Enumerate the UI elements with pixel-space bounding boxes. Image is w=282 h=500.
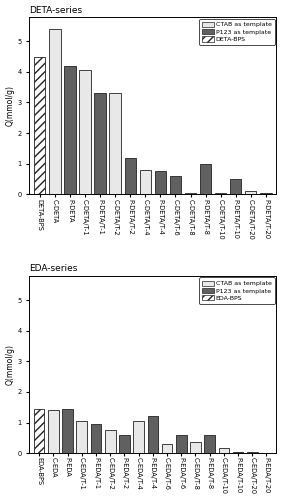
Bar [105,430,116,453]
Text: EDA-series: EDA-series [29,264,78,274]
Text: DETA-series: DETA-series [29,6,82,15]
Bar [64,66,76,194]
Bar [140,170,151,194]
Bar [245,192,256,194]
Bar [91,424,101,453]
Bar [48,410,59,453]
Bar [125,158,136,194]
Bar [190,442,201,453]
Bar [247,452,258,453]
Bar [260,193,272,194]
Bar [215,193,226,194]
Bar [119,435,130,453]
Legend: CTAB as template, P123 as template, EDA-BPS: CTAB as template, P123 as template, EDA-… [199,278,275,304]
Bar [49,29,61,194]
Y-axis label: Q(mmol/g): Q(mmol/g) [6,344,15,385]
Y-axis label: Q(mmol/g): Q(mmol/g) [6,85,15,126]
Bar [76,421,87,453]
Bar [94,94,106,194]
Bar [162,444,172,453]
Bar [133,421,144,453]
Bar [185,193,196,194]
Bar [204,435,215,453]
Bar [62,409,73,453]
Bar [230,179,241,194]
Bar [219,448,229,453]
Bar [79,70,91,194]
Bar [34,56,45,194]
Bar [200,164,211,194]
Legend: CTAB as template, P123 as template, DETA-BPS: CTAB as template, P123 as template, DETA… [199,18,275,45]
Bar [233,452,243,453]
Bar [147,416,158,453]
Bar [109,94,121,194]
Bar [155,172,166,194]
Bar [34,409,45,453]
Bar [170,176,181,195]
Bar [176,436,187,453]
